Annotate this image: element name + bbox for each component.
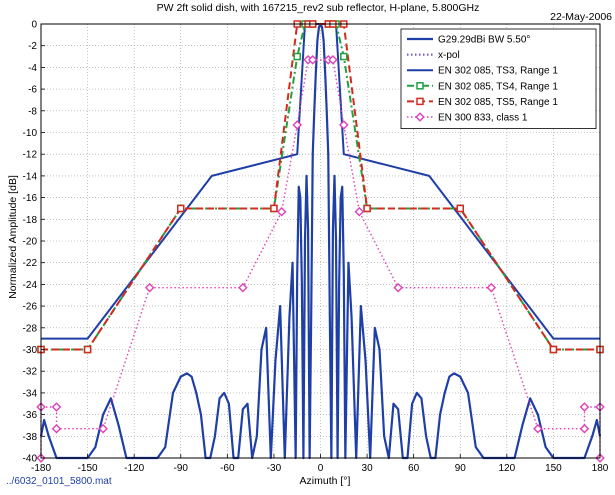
x-tick-label: 60 bbox=[408, 463, 420, 474]
chart-title: PW 2ft solid dish, with 167215_rev2 sub … bbox=[157, 2, 480, 14]
y-tick-label: -32 bbox=[23, 367, 38, 378]
series-marker bbox=[144, 282, 155, 293]
x-tick-label: 120 bbox=[498, 463, 515, 474]
series-marker bbox=[276, 206, 287, 217]
legend-label: EN 302 085, TS4, Range 1 bbox=[438, 81, 558, 92]
chart-date: 22-May-2006 bbox=[550, 11, 612, 23]
y-tick-label: -18 bbox=[23, 215, 38, 226]
legend-box bbox=[400, 28, 597, 129]
y-tick-label: -40 bbox=[23, 454, 38, 465]
series-marker bbox=[293, 52, 301, 61]
y-tick-label: 0 bbox=[31, 20, 37, 31]
y-tick-label: -12 bbox=[23, 150, 38, 161]
series-line-en-300-833-class-1 bbox=[40, 59, 601, 458]
legend-marker bbox=[416, 82, 424, 90]
x-tick-label: 90 bbox=[455, 463, 467, 474]
x-tick-label: -60 bbox=[220, 463, 235, 474]
series-marker bbox=[340, 52, 348, 61]
x-tick-label: 30 bbox=[362, 463, 374, 474]
tick-labels: -180 -150 -120 -90 -60 -30 0 30 60 90 120 150 180 0 -2… bbox=[23, 20, 609, 475]
x-tick-label: -120 bbox=[124, 463, 144, 474]
series-marker bbox=[83, 345, 92, 354]
y-tick-label: -26 bbox=[23, 302, 38, 313]
series-marker bbox=[177, 204, 185, 213]
y-tick-label: -30 bbox=[23, 345, 38, 356]
series-marker bbox=[270, 204, 278, 213]
x-tick-label: 0 bbox=[318, 463, 324, 474]
legend-label: G29.29dBi BW 5.50° bbox=[438, 35, 530, 46]
x-axis-label: Azimuth [°] bbox=[300, 475, 351, 487]
series-marker bbox=[456, 204, 464, 213]
y-tick-label: -10 bbox=[23, 128, 38, 139]
series-marker bbox=[307, 55, 318, 65]
legend-label: EN 300 833, class 1 bbox=[438, 113, 528, 124]
y-tick-label: -28 bbox=[23, 323, 38, 334]
series-marker bbox=[328, 55, 338, 65]
series-marker bbox=[292, 120, 302, 130]
x-tick-label: -90 bbox=[174, 463, 189, 474]
x-tick-label: 150 bbox=[545, 463, 562, 474]
y-tick-label: -34 bbox=[23, 388, 38, 399]
series-marker bbox=[579, 423, 590, 434]
series-marker bbox=[363, 204, 371, 213]
series-marker bbox=[51, 423, 62, 434]
x-tick-label: -180 bbox=[31, 463, 51, 474]
x-tick-label: 180 bbox=[592, 463, 609, 474]
y-tick-label: -8 bbox=[28, 106, 37, 117]
series-marker bbox=[533, 423, 543, 434]
series-marker bbox=[549, 345, 558, 354]
y-tick-label: -24 bbox=[23, 280, 38, 291]
series-marker bbox=[354, 206, 365, 217]
legend-label: EN 302 085, TS3, Range 1 bbox=[438, 66, 558, 77]
series-marker bbox=[486, 282, 497, 293]
y-tick-label: -4 bbox=[28, 63, 37, 74]
legend: G29.29dBi BW 5.50° x-pol EN 302 085, TS3, … bbox=[400, 28, 597, 129]
series-marker bbox=[238, 282, 248, 293]
y-axis-label: Normalized Amplitude [dB] bbox=[7, 175, 19, 299]
x-tick-label: -30 bbox=[267, 463, 282, 474]
series-marker bbox=[98, 423, 108, 434]
legend-marker bbox=[415, 112, 425, 122]
y-tick-label: -36 bbox=[23, 410, 38, 421]
y-tick-label: -38 bbox=[23, 432, 38, 443]
y-tick-label: -14 bbox=[23, 171, 38, 182]
series-marker bbox=[393, 282, 403, 293]
legend-marker bbox=[416, 97, 424, 106]
source-file-label: ../6032_0101_5800.mat bbox=[6, 476, 112, 487]
y-tick-label: -20 bbox=[23, 237, 38, 248]
series-marker bbox=[579, 402, 590, 412]
y-tick-label: -6 bbox=[28, 85, 37, 96]
y-tick-label: -16 bbox=[23, 193, 38, 204]
legend-label: EN 302 085, TS5, Range 1 bbox=[438, 97, 558, 108]
series-marker bbox=[51, 402, 62, 412]
y-tick-label: -22 bbox=[23, 258, 38, 269]
y-tick-label: -2 bbox=[28, 41, 37, 52]
x-tick-label: -150 bbox=[78, 463, 98, 474]
legend-label: x-pol bbox=[438, 50, 460, 61]
series-marker bbox=[339, 120, 349, 130]
